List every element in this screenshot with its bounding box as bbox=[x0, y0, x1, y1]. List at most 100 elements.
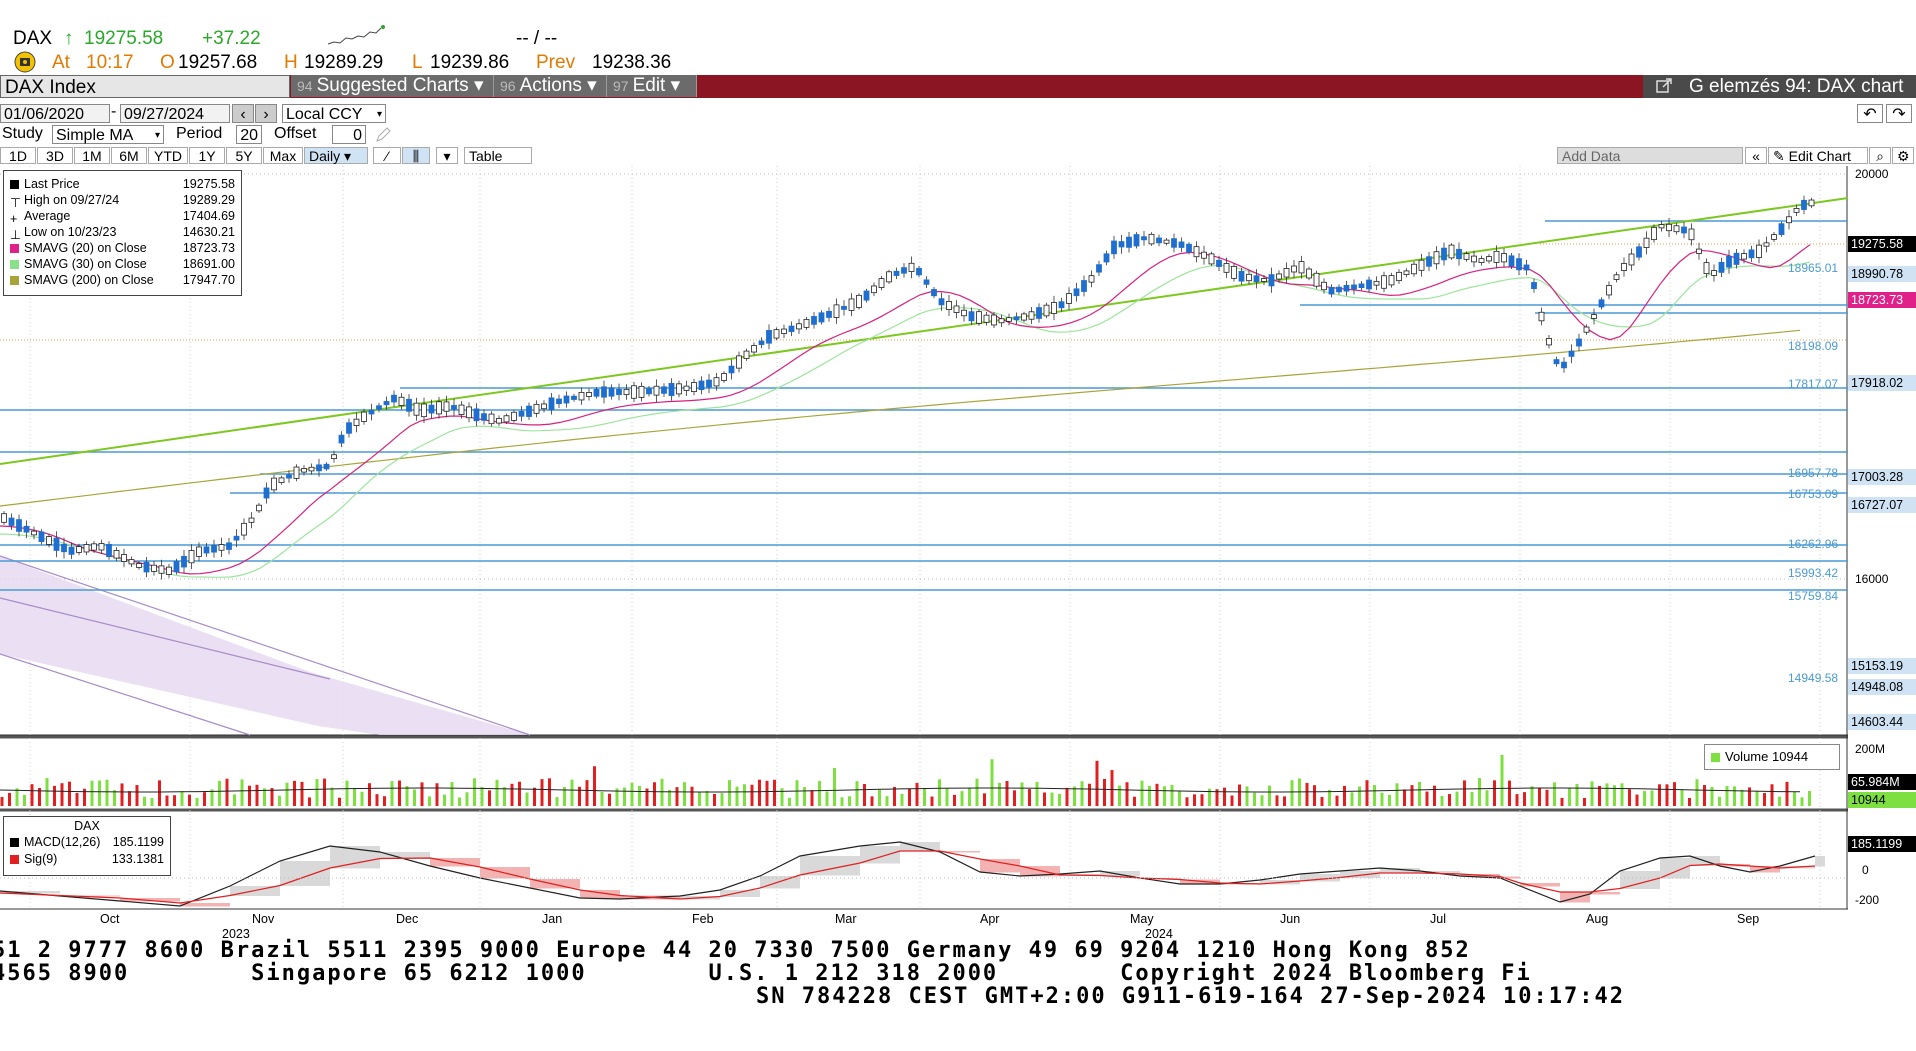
candle-body bbox=[728, 365, 735, 374]
month-label: Apr bbox=[980, 912, 1000, 926]
candle-body bbox=[953, 305, 960, 313]
volume-bar bbox=[563, 786, 566, 806]
popout-icon[interactable] bbox=[1655, 77, 1673, 95]
offset-input[interactable]: 0 bbox=[332, 125, 366, 144]
macd-fill-segment bbox=[1500, 876, 1520, 879]
candle-body bbox=[128, 559, 135, 565]
end-date-field[interactable]: 09/27/2024 bbox=[120, 104, 230, 123]
volume-bar bbox=[293, 780, 296, 806]
candle-body bbox=[1583, 326, 1590, 333]
range-6m[interactable]: 6M bbox=[111, 147, 147, 164]
volume-bar bbox=[188, 794, 191, 806]
volume-bar bbox=[105, 779, 109, 806]
volume-bar bbox=[998, 782, 1001, 806]
redo-button[interactable]: ↷ bbox=[1886, 104, 1912, 123]
pencil-icon: ✎ bbox=[1773, 148, 1789, 164]
uptrend-line[interactable] bbox=[0, 197, 1849, 465]
volume-bar bbox=[180, 791, 184, 806]
volume-bar bbox=[893, 786, 896, 806]
candle-body bbox=[1523, 264, 1530, 271]
volume-bar bbox=[1440, 795, 1444, 806]
alert-icon[interactable] bbox=[13, 51, 37, 73]
frequency-select[interactable]: Daily ▾ bbox=[304, 147, 368, 164]
volume-bar bbox=[878, 789, 881, 806]
chart-legend[interactable]: Last Price 19275.58 ⊤ High on 09/27/24 1928… bbox=[3, 170, 242, 296]
period-input[interactable]: 20 bbox=[236, 125, 262, 144]
chart-type-dropdown[interactable]: ▾ bbox=[436, 147, 458, 164]
candle-body bbox=[751, 345, 757, 353]
range-5y[interactable]: 5Y bbox=[226, 147, 262, 164]
table-button[interactable]: Table bbox=[464, 147, 532, 164]
volume-bar bbox=[1223, 787, 1226, 806]
volume-bar bbox=[113, 790, 116, 806]
gear-icon[interactable]: ⚙ bbox=[1892, 147, 1914, 164]
volume-bar bbox=[1695, 779, 1699, 806]
candle-body bbox=[473, 408, 480, 422]
volume-bar bbox=[1463, 780, 1466, 806]
edit-button[interactable]: 97 Edit ▾ bbox=[607, 75, 697, 97]
volume-bar bbox=[1238, 784, 1241, 806]
macd-legend[interactable]: DAX MACD(12,26) 185.1199 Sig(9) 133.1381 bbox=[3, 816, 171, 876]
macd-fill-segment bbox=[1590, 892, 1620, 895]
add-data-field[interactable]: Add Data bbox=[1557, 147, 1743, 164]
volume-bar bbox=[53, 785, 56, 806]
undo-button[interactable]: ↶ bbox=[1857, 104, 1883, 123]
candle-body bbox=[1793, 207, 1800, 213]
currency-select[interactable]: Local CCY ▾ bbox=[282, 104, 386, 123]
volume-bar bbox=[1005, 781, 1009, 806]
volume-bar bbox=[405, 786, 409, 806]
range-1d[interactable]: 1D bbox=[0, 147, 36, 164]
volume-bar bbox=[750, 784, 754, 806]
candle-body bbox=[1276, 273, 1282, 280]
range-3d[interactable]: 3D bbox=[37, 147, 73, 164]
volume-bar bbox=[98, 780, 101, 806]
range-max[interactable]: Max bbox=[263, 147, 303, 164]
zoom-icon[interactable]: ⌕ bbox=[1869, 147, 1891, 164]
volume-legend[interactable]: Volume 10944 bbox=[1704, 744, 1840, 770]
actions-button[interactable]: 96 Actions ▾ bbox=[494, 75, 607, 97]
pencil-icon[interactable] bbox=[374, 126, 392, 144]
price-chart[interactable] bbox=[0, 166, 1916, 910]
candle-body bbox=[668, 382, 675, 396]
candle-chart-button[interactable]: ⫼ bbox=[402, 147, 430, 164]
candle-body bbox=[331, 454, 337, 459]
volume-bar bbox=[1725, 786, 1729, 806]
macd-fill-segment bbox=[1520, 883, 1560, 887]
macd-fill-segment bbox=[530, 879, 580, 889]
volume-bar bbox=[638, 785, 641, 806]
suggested-charts-button[interactable]: 94 Suggested Charts ▾ bbox=[291, 75, 494, 97]
level-annotation: 16753.09 bbox=[1788, 487, 1839, 501]
candle-body bbox=[368, 409, 375, 415]
volume-bar bbox=[938, 779, 941, 806]
toolbar: DAX Index 94 Suggested Charts ▾ 96 Actions… bbox=[0, 75, 1916, 98]
month-label: Aug bbox=[1586, 912, 1609, 926]
candle-body bbox=[683, 385, 690, 391]
range-1y[interactable]: 1Y bbox=[189, 147, 225, 164]
macd-fill-segment bbox=[120, 898, 180, 902]
candle-body bbox=[1658, 224, 1665, 229]
candle-body bbox=[1808, 199, 1815, 207]
collapse-icon[interactable]: « bbox=[1745, 147, 1767, 164]
line-chart-button[interactable]: ⁄ bbox=[373, 147, 401, 164]
last-price-label: 19275.58 bbox=[1848, 236, 1916, 252]
volume-bar bbox=[173, 795, 176, 806]
security-field[interactable]: DAX Index bbox=[0, 75, 290, 98]
legend-swatch bbox=[1711, 753, 1720, 763]
candle-body bbox=[1711, 270, 1717, 276]
volume-bar bbox=[1530, 786, 1534, 806]
range-1m[interactable]: 1M bbox=[74, 147, 110, 164]
start-date-field[interactable]: 01/06/2020 bbox=[0, 104, 110, 123]
axis-tick-16000: 16000 bbox=[1855, 572, 1889, 586]
prev-label: Prev bbox=[536, 52, 576, 73]
prev-period-button[interactable]: ‹ bbox=[232, 104, 254, 123]
month-label: Feb bbox=[692, 912, 714, 926]
edit-chart-button[interactable]: ✎ Edit Chart bbox=[1768, 147, 1868, 164]
study-select[interactable]: Simple MA ▾ bbox=[52, 125, 164, 144]
month-label: May bbox=[1130, 912, 1154, 926]
next-period-button[interactable]: › bbox=[255, 104, 277, 123]
legend-row-high: ⊤ High on 09/27/24 19289.29 bbox=[10, 193, 235, 211]
range-ytd[interactable]: YTD bbox=[148, 147, 188, 164]
candle-body bbox=[61, 543, 67, 553]
bid-ask: -- / -- bbox=[516, 28, 558, 49]
candle-body bbox=[173, 561, 180, 573]
